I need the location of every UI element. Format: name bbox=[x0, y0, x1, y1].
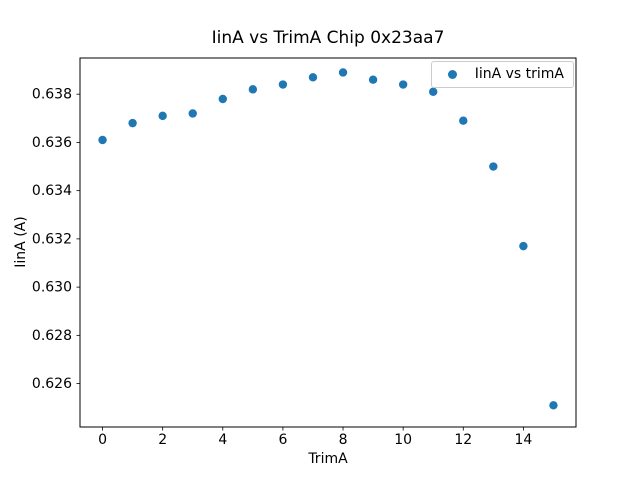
x-tick-label: 14 bbox=[514, 432, 532, 448]
y-tick-label: 0.630 bbox=[32, 280, 72, 296]
legend-marker-icon bbox=[447, 70, 457, 79]
data-point bbox=[459, 116, 468, 125]
data-point bbox=[308, 73, 318, 82]
x-tick-label: 8 bbox=[339, 432, 348, 448]
y-tick-label: 0.638 bbox=[32, 87, 72, 103]
data-point bbox=[188, 109, 197, 118]
data-point bbox=[398, 80, 408, 89]
data-point bbox=[489, 162, 498, 171]
data-point bbox=[338, 68, 348, 77]
data-point bbox=[128, 118, 137, 128]
data-point bbox=[429, 87, 438, 96]
data-point bbox=[158, 111, 167, 121]
chart-title: IinA vs TrimA Chip 0x23aa7 bbox=[211, 28, 445, 48]
data-point bbox=[368, 75, 378, 84]
y-tick-label: 0.626 bbox=[32, 376, 72, 392]
axes-frame bbox=[79, 57, 577, 428]
x-tick-label: 10 bbox=[394, 432, 412, 448]
x-axis-label: TrimA bbox=[308, 451, 348, 467]
data-point bbox=[248, 85, 258, 94]
data-point bbox=[98, 135, 107, 145]
x-tick-label: 4 bbox=[218, 432, 227, 448]
y-tick-label: 0.634 bbox=[32, 183, 72, 199]
legend: IinA vs trimA bbox=[430, 61, 574, 88]
x-tick-label: 0 bbox=[98, 432, 107, 448]
x-tick-label: 12 bbox=[454, 432, 472, 448]
y-tick-label: 0.632 bbox=[32, 231, 72, 247]
legend-label: IinA vs trimA bbox=[474, 66, 564, 82]
data-point bbox=[218, 94, 227, 104]
x-tick-label: 6 bbox=[278, 432, 287, 448]
data-point bbox=[549, 401, 558, 410]
y-tick-label: 0.628 bbox=[32, 328, 72, 344]
data-point bbox=[519, 241, 528, 251]
y-tick-label: 0.636 bbox=[32, 135, 72, 151]
x-tick-label: 2 bbox=[158, 432, 167, 448]
data-point bbox=[278, 80, 288, 89]
